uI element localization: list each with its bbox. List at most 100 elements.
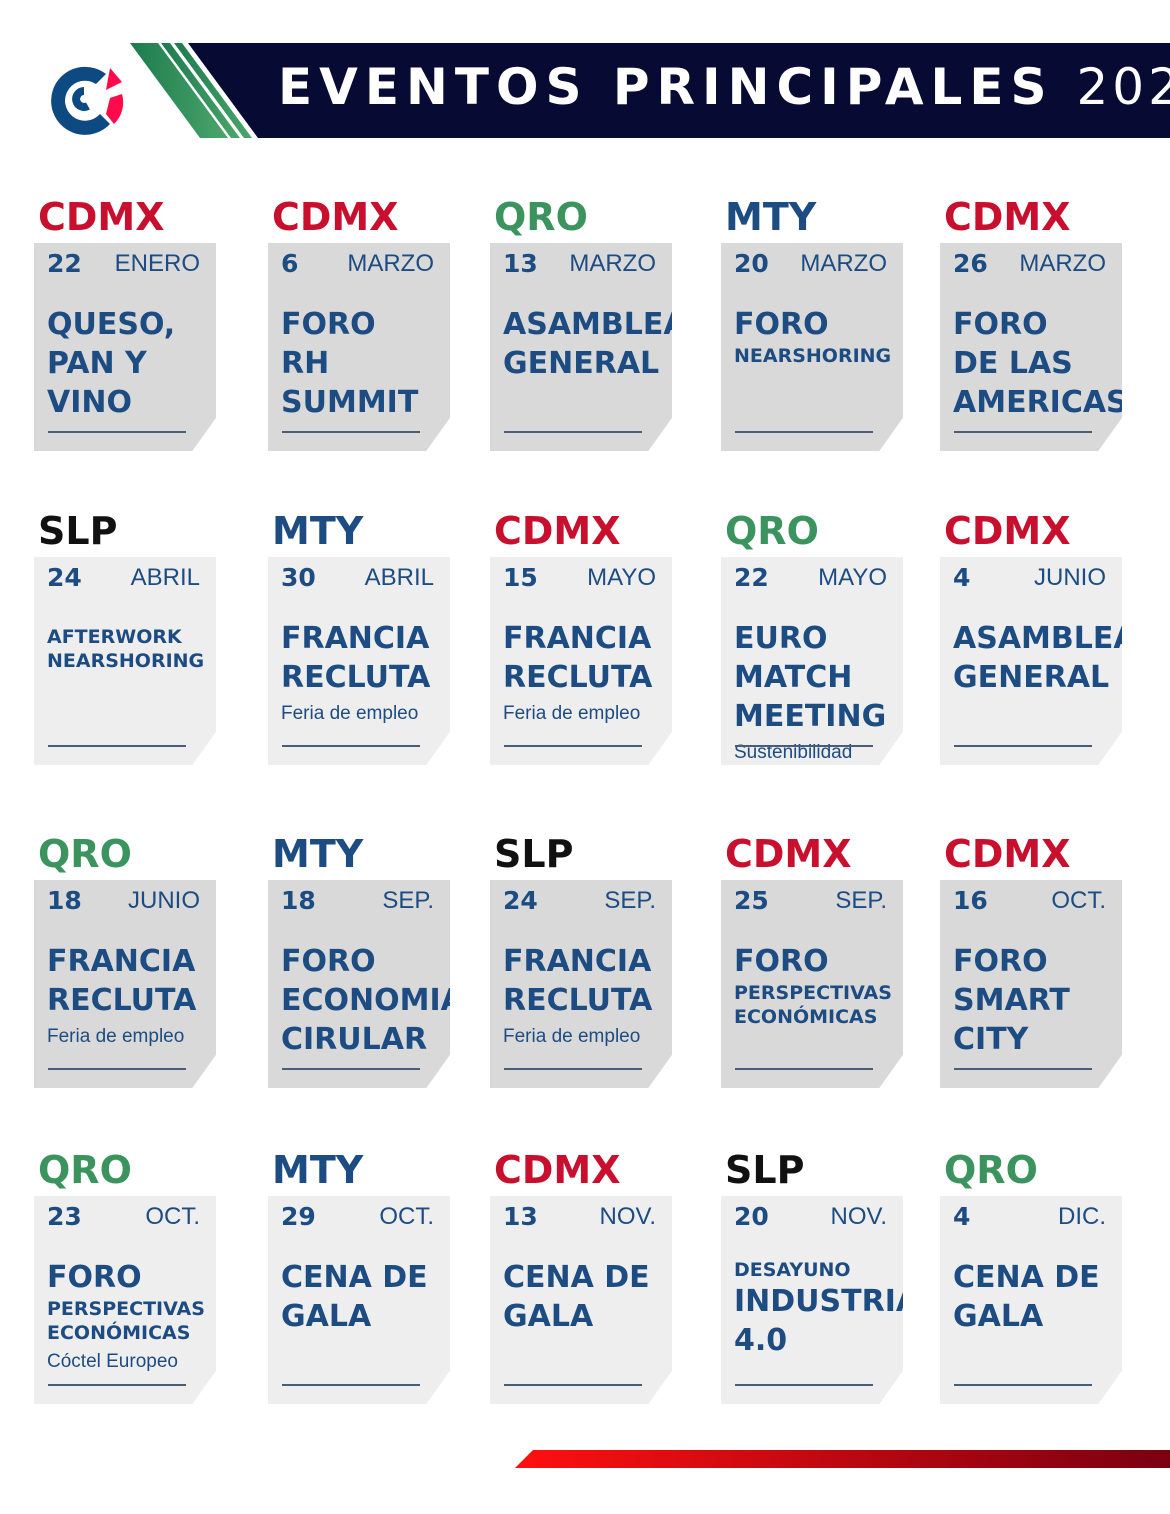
- event-body: CENA DE GALA: [953, 1258, 1120, 1336]
- header-banner: [130, 43, 1170, 138]
- event-month: ABRIL: [364, 564, 434, 591]
- event-body: FORO PERSPECTIVAS ECONÓMICAS Cóctel Europeo: [47, 1258, 214, 1375]
- event-city: SLP: [38, 509, 118, 553]
- card-divider: [282, 1068, 420, 1070]
- event-city: CDMX: [725, 832, 852, 876]
- event-day: 23: [47, 1202, 82, 1231]
- event-card: 4 DIC. CENA DE GALA: [940, 1196, 1122, 1404]
- event-card: 24 SEP. FRANCIA RECLUTA Feria de empleo: [490, 880, 672, 1088]
- event-title-line: FRANCIA: [47, 944, 196, 979]
- event-body: FORO ECONOMIA CIRULAR: [281, 942, 464, 1059]
- event-title-line: CENA DE: [281, 1260, 428, 1295]
- card-divider: [735, 431, 873, 433]
- event-day: 13: [503, 1202, 538, 1231]
- event-day: 18: [281, 886, 316, 915]
- event-title-line: SMART: [953, 983, 1070, 1018]
- card-divider: [954, 745, 1092, 747]
- event-body: FRANCIA RECLUTA Feria de empleo: [503, 942, 670, 1050]
- event-city: SLP: [494, 832, 574, 876]
- event-body: CENA DE GALA: [503, 1258, 670, 1336]
- event-city: QRO: [38, 1148, 132, 1192]
- event-city: CDMX: [494, 509, 621, 553]
- event-card: 16 OCT. FORO SMART CITY: [940, 880, 1122, 1088]
- event-month: JUNIO: [128, 887, 200, 914]
- card-divider: [954, 1384, 1092, 1386]
- event-subtitle-line: NEARSHORING: [734, 345, 892, 367]
- card-divider: [282, 1384, 420, 1386]
- title-text: EVENTOS PRINCIPALES: [278, 58, 1054, 116]
- event-card: 30 ABRIL FRANCIA RECLUTA Feria de empleo: [268, 557, 450, 765]
- event-city: CDMX: [944, 195, 1071, 239]
- event-month: OCT.: [379, 1203, 434, 1230]
- card-divider: [954, 1068, 1092, 1070]
- event-body: AFTERWORK NEARSHORING: [47, 625, 214, 673]
- event-note: Feria de empleo: [47, 1026, 185, 1047]
- event-title-line: ASAMBLEA: [503, 307, 687, 342]
- event-month: OCT.: [1051, 887, 1106, 914]
- event-title-line: CENA DE: [503, 1260, 650, 1295]
- event-body: FRANCIA RECLUTA Feria de empleo: [281, 619, 448, 727]
- event-card: 20 MARZO FORO NEARSHORING: [721, 243, 903, 451]
- event-title-line: CENA DE: [953, 1260, 1100, 1295]
- event-title-line: GALA: [953, 1299, 1044, 1334]
- card-divider: [48, 745, 186, 747]
- event-subtitle-line: ECONÓMICAS: [47, 1322, 191, 1344]
- event-card: 13 MARZO ASAMBLEA GENERAL: [490, 243, 672, 451]
- event-day: 22: [47, 249, 82, 278]
- event-day: 18: [47, 886, 82, 915]
- event-card: 20 NOV. DESAYUNO INDUSTRIA 4.0: [721, 1196, 903, 1404]
- event-title-line: FRANCIA: [503, 621, 652, 656]
- event-city: MTY: [272, 832, 364, 876]
- event-day: 29: [281, 1202, 316, 1231]
- card-divider: [504, 745, 642, 747]
- card-divider: [48, 431, 186, 433]
- event-title-line: CIRULAR: [281, 1022, 428, 1057]
- event-day: 4: [953, 563, 971, 592]
- event-title-line: FORO: [734, 944, 829, 979]
- event-month: MARZO: [569, 250, 656, 277]
- event-month: MARZO: [347, 250, 434, 277]
- event-body: FORO SMART CITY: [953, 942, 1120, 1059]
- event-title-line: PAN Y: [47, 346, 147, 381]
- event-title-line: GALA: [281, 1299, 372, 1334]
- event-day: 25: [734, 886, 769, 915]
- event-body: EURO MATCH MEETING Sustenibilidad: [734, 619, 901, 765]
- event-title-line: ASAMBLEA: [953, 621, 1137, 656]
- event-subtitle-line: ECONÓMICAS: [734, 1006, 878, 1028]
- event-city: MTY: [725, 195, 817, 239]
- event-body: CENA DE GALA: [281, 1258, 448, 1336]
- event-title-line: FORO: [47, 1260, 142, 1295]
- event-card: 18 SEP. FORO ECONOMIA CIRULAR: [268, 880, 450, 1088]
- event-day: 26: [953, 249, 988, 278]
- event-title-line: FRANCIA: [503, 944, 652, 979]
- event-title-line: ECONOMIA: [281, 983, 464, 1018]
- event-note: Feria de empleo: [503, 1026, 641, 1047]
- title-year: 2025: [1076, 58, 1170, 116]
- event-subtitle-line: PERSPECTIVAS: [734, 982, 892, 1004]
- event-month: SEP.: [382, 887, 434, 914]
- event-city: CDMX: [944, 509, 1071, 553]
- event-card: 24 ABRIL AFTERWORK NEARSHORING: [34, 557, 216, 765]
- event-title-line: CITY: [953, 1022, 1029, 1057]
- event-body: DESAYUNO INDUSTRIA 4.0: [734, 1258, 903, 1360]
- event-title-line: DE LAS: [953, 346, 1073, 381]
- event-month: ENERO: [114, 250, 200, 277]
- event-title-line: RECLUTA: [47, 983, 197, 1018]
- event-month: NOV.: [830, 1203, 887, 1230]
- footer-accent-bar: [515, 1450, 1170, 1468]
- chamber-logo: [51, 66, 124, 135]
- event-card: 22 ENERO QUESO, PAN Y VINO: [34, 243, 216, 451]
- card-divider: [504, 431, 642, 433]
- event-title-line: RECLUTA: [503, 660, 653, 695]
- event-title-line: GENERAL: [503, 346, 660, 381]
- event-title-line: FORO: [953, 307, 1048, 342]
- event-card: 29 OCT. CENA DE GALA: [268, 1196, 450, 1404]
- event-title-line: RECLUTA: [281, 660, 431, 695]
- event-title-line: GENERAL: [953, 660, 1110, 695]
- event-card: 18 JUNIO FRANCIA RECLUTA Feria de empleo: [34, 880, 216, 1088]
- card-divider: [735, 1068, 873, 1070]
- event-subtitle-line: PERSPECTIVAS: [47, 1298, 205, 1320]
- event-body: QUESO, PAN Y VINO: [47, 305, 214, 422]
- card-divider: [735, 745, 873, 747]
- event-title-line: FRANCIA: [281, 621, 430, 656]
